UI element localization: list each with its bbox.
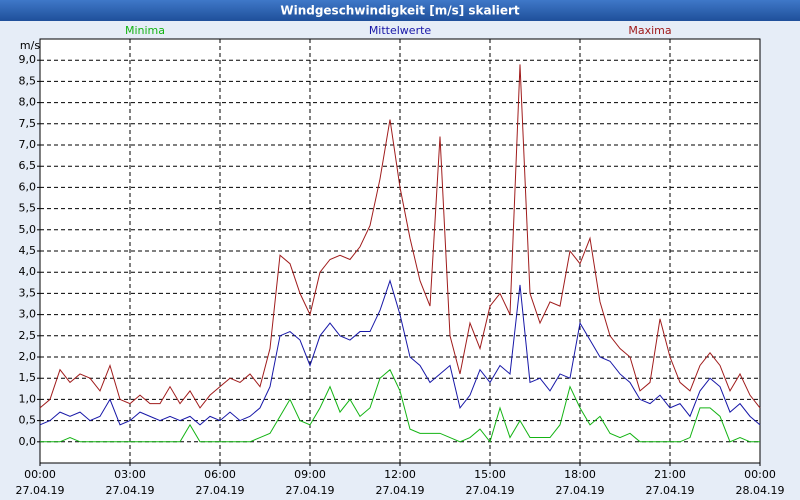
y-tick-label: 8,5: [19, 74, 37, 87]
y-tick-label: 1,0: [19, 392, 37, 405]
y-tick-label: 9,0: [19, 53, 37, 66]
y-tick-label: 0,5: [19, 414, 37, 427]
y-tick-label: 4,0: [19, 265, 37, 278]
x-tick-label: 00:00: [744, 468, 776, 481]
y-tick-label: 8,0: [19, 96, 37, 109]
y-tick-label: 5,5: [19, 202, 37, 215]
title-bar: [0, 0, 800, 21]
y-tick-label: 0,0: [19, 435, 37, 448]
legend-label: Maxima: [628, 24, 671, 37]
x-tick-label: 12:00: [384, 468, 416, 481]
x-tick-date: 27.04.19: [376, 484, 425, 497]
y-tick-label: 6,5: [19, 159, 37, 172]
chart-title: Windgeschwindigkeit [m/s] skaliert: [280, 4, 520, 18]
y-tick-label: 4,5: [19, 244, 37, 257]
y-tick-label: 7,5: [19, 117, 37, 130]
x-tick-label: 15:00: [474, 468, 506, 481]
x-tick-label: 09:00: [294, 468, 326, 481]
legend-label: Minima: [125, 24, 165, 37]
y-tick-label: 1,5: [19, 371, 37, 384]
x-tick-label: 00:00: [24, 468, 56, 481]
x-tick-label: 06:00: [204, 468, 236, 481]
x-tick-date: 27.04.19: [286, 484, 335, 497]
x-tick-date: 28.04.19: [736, 484, 785, 497]
series-line: [39, 64, 761, 409]
x-tick-label: 03:00: [114, 468, 146, 481]
y-tick-label: 3,0: [19, 308, 37, 321]
x-tick-label: 21:00: [654, 468, 686, 481]
y-tick-label: 3,5: [19, 286, 37, 299]
legend-label: Mittelwerte: [369, 24, 432, 37]
series-line: [39, 279, 761, 426]
y-axis-label: m/s: [20, 39, 40, 52]
x-tick-date: 27.04.19: [106, 484, 155, 497]
x-tick-date: 27.04.19: [466, 484, 515, 497]
series-line: [40, 368, 760, 443]
y-tick-label: 5,0: [19, 223, 37, 236]
x-tick-date: 27.04.19: [646, 484, 695, 497]
x-tick-date: 27.04.19: [16, 484, 65, 497]
x-tick-date: 27.04.19: [556, 484, 605, 497]
y-tick-label: 2,5: [19, 329, 37, 342]
x-tick-date: 27.04.19: [196, 484, 245, 497]
y-tick-label: 2,0: [19, 350, 37, 363]
y-tick-label: 7,0: [19, 138, 37, 151]
y-tick-label: 6,0: [19, 180, 37, 193]
x-tick-label: 18:00: [564, 468, 596, 481]
